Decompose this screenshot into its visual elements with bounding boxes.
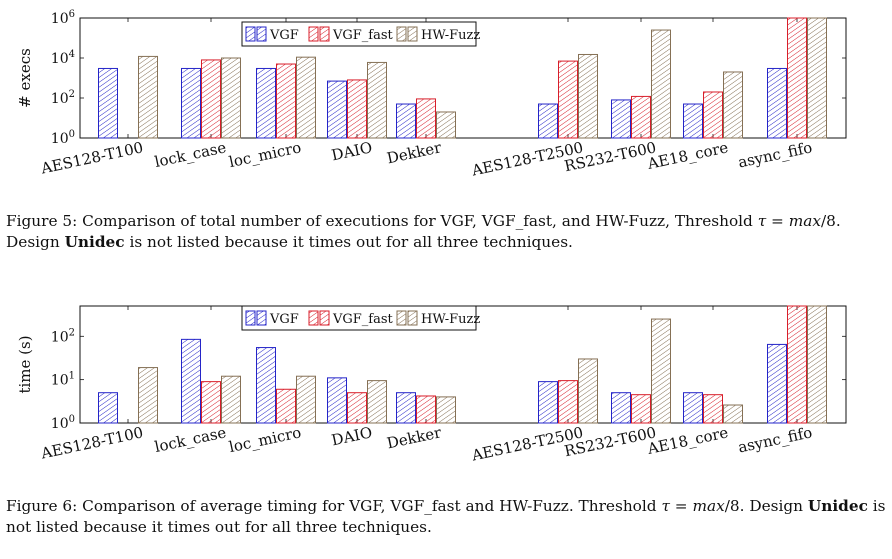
figure-5-caption: Figure 5: Comparison of total number of … bbox=[6, 212, 841, 251]
bar-vgf-lock-case bbox=[181, 67, 201, 139]
bar-hw-fuzz-async-fifo bbox=[807, 305, 827, 424]
bar-vgf-daio bbox=[327, 80, 347, 139]
legend-label-hw-fuzz: HW-Fuzz bbox=[421, 312, 480, 327]
bar-vgf-fast-aes128-t2500 bbox=[558, 60, 578, 139]
legend-swatch bbox=[396, 26, 407, 42]
legend-swatch bbox=[256, 310, 267, 326]
bar-vgf-aes128-t100 bbox=[98, 392, 118, 424]
category-label-async-fifo: async_fifo bbox=[736, 138, 813, 171]
category-label-dekker: Dekker bbox=[385, 423, 443, 452]
bar-vgf-fast-loc-micro bbox=[276, 63, 296, 139]
bar-hw-fuzz-rs232-t600 bbox=[651, 318, 671, 424]
legend-swatch bbox=[308, 310, 319, 326]
bar-hw-fuzz-loc-micro bbox=[296, 375, 316, 424]
category-label-daio: DAIO bbox=[330, 423, 374, 449]
category-label-loc-micro: loc_micro bbox=[227, 423, 302, 456]
legend-swatch bbox=[407, 310, 418, 326]
legend-swatch bbox=[319, 310, 330, 326]
legend-label-hw-fuzz: HW-Fuzz bbox=[421, 28, 480, 43]
legend-swatch bbox=[245, 310, 256, 326]
bar-vgf-fast-aes128-t2500 bbox=[558, 380, 578, 424]
bar-vgf-fast-async-fifo bbox=[787, 17, 807, 139]
bar-hw-fuzz-dekker bbox=[436, 396, 456, 424]
category-label-ae18-core: AE18_core bbox=[645, 138, 730, 173]
bar-vgf-fast-daio bbox=[347, 392, 367, 424]
legend-label-vgf-fast: VGF_fast bbox=[332, 28, 394, 43]
bar-vgf-aes128-t2500 bbox=[538, 103, 558, 139]
bar-hw-fuzz-dekker bbox=[436, 111, 456, 139]
bar-vgf-fast-ae18-core bbox=[703, 91, 723, 139]
bar-vgf-fast-loc-micro bbox=[276, 388, 296, 424]
bar-vgf-daio bbox=[327, 377, 347, 424]
bar-vgf-ae18-core bbox=[683, 392, 703, 424]
category-label-async-fifo: async_fifo bbox=[736, 423, 813, 456]
bar-hw-fuzz-lock-case bbox=[221, 375, 241, 424]
bar-hw-fuzz-aes128-t100 bbox=[138, 55, 158, 139]
legend-swatch bbox=[256, 26, 267, 42]
legend-label-vgf-fast: VGF_fast bbox=[332, 312, 394, 327]
bar-vgf-fast-dekker bbox=[416, 98, 436, 139]
bar-vgf-fast-async-fifo bbox=[787, 305, 807, 424]
bar-hw-fuzz-async-fifo bbox=[807, 17, 827, 139]
legend-swatch bbox=[308, 26, 319, 42]
bar-hw-fuzz-aes128-t100 bbox=[138, 367, 158, 424]
legend bbox=[241, 21, 477, 47]
bar-vgf-fast-ae18-core bbox=[703, 394, 723, 424]
category-label-dekker: Dekker bbox=[385, 138, 443, 167]
y-tick-label: 102 bbox=[51, 327, 75, 345]
y-tick-label: 104 bbox=[51, 49, 75, 67]
legend-swatch bbox=[396, 310, 407, 326]
bar-vgf-aes128-t2500 bbox=[538, 381, 558, 424]
bar-hw-fuzz-lock-case bbox=[221, 57, 241, 139]
bar-vgf-rs232-t600 bbox=[611, 392, 631, 424]
bar-hw-fuzz-daio bbox=[367, 380, 387, 424]
bar-vgf-fast-rs232-t600 bbox=[631, 394, 651, 424]
bar-vgf-fast-daio bbox=[347, 79, 367, 139]
figure-6-caption: Figure 6: Comparison of average timing f… bbox=[6, 497, 886, 536]
bar-vgf-async-fifo bbox=[767, 67, 787, 139]
bar-hw-fuzz-loc-micro bbox=[296, 56, 316, 139]
bar-vgf-fast-lock-case bbox=[201, 381, 221, 424]
y-tick-label: 101 bbox=[51, 371, 75, 389]
bar-vgf-loc-micro bbox=[256, 67, 276, 139]
bar-vgf-loc-micro bbox=[256, 347, 276, 424]
bar-vgf-dekker bbox=[396, 103, 416, 139]
category-label-lock-case: lock_case bbox=[153, 138, 228, 171]
bar-hw-fuzz-aes128-t2500 bbox=[578, 358, 598, 424]
bar-vgf-async-fifo bbox=[767, 343, 787, 424]
bar-vgf-dekker bbox=[396, 392, 416, 424]
category-label-loc-micro: loc_micro bbox=[227, 138, 302, 171]
y-axis-label: time (s) bbox=[16, 335, 34, 393]
bar-hw-fuzz-ae18-core bbox=[723, 404, 743, 424]
legend-swatch bbox=[245, 26, 256, 42]
bar-vgf-fast-dekker bbox=[416, 395, 436, 424]
category-label-daio: DAIO bbox=[330, 138, 374, 164]
y-axis-label: # execs bbox=[16, 48, 34, 108]
y-tick-label: 106 bbox=[51, 9, 75, 27]
legend-label-vgf: VGF bbox=[269, 312, 299, 327]
category-label-ae18-core: AE18_core bbox=[645, 423, 730, 458]
y-tick-label: 100 bbox=[51, 414, 75, 432]
bar-vgf-fast-lock-case bbox=[201, 59, 221, 139]
legend-swatch bbox=[319, 26, 330, 42]
legend bbox=[241, 305, 477, 331]
bar-vgf-fast-rs232-t600 bbox=[631, 95, 651, 139]
bar-vgf-aes128-t100 bbox=[98, 67, 118, 139]
bar-vgf-lock-case bbox=[181, 338, 201, 424]
bar-hw-fuzz-aes128-t2500 bbox=[578, 53, 598, 139]
y-tick-label: 102 bbox=[51, 89, 75, 107]
bar-hw-fuzz-ae18-core bbox=[723, 71, 743, 139]
bar-vgf-rs232-t600 bbox=[611, 99, 631, 139]
legend-label-vgf: VGF bbox=[269, 28, 299, 43]
bar-hw-fuzz-rs232-t600 bbox=[651, 29, 671, 139]
plot-frame bbox=[79, 17, 847, 139]
y-tick-label: 100 bbox=[51, 129, 75, 147]
bar-vgf-ae18-core bbox=[683, 103, 703, 139]
category-label-lock-case: lock_case bbox=[153, 423, 228, 456]
legend-swatch bbox=[407, 26, 418, 42]
bar-hw-fuzz-daio bbox=[367, 61, 387, 139]
